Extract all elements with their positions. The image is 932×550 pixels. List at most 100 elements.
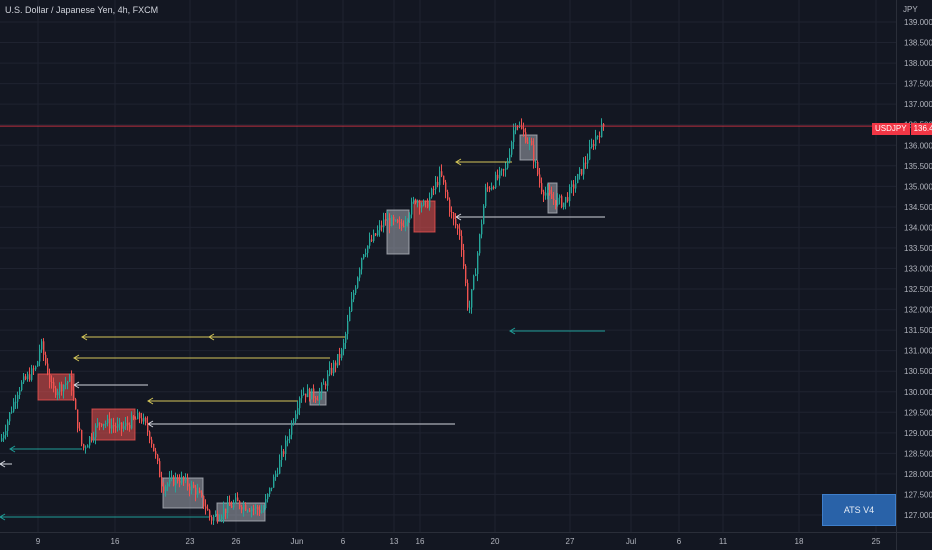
candle-body: [289, 434, 291, 440]
candle-body: [169, 478, 171, 484]
candle-body: [111, 425, 113, 429]
candle-body: [335, 362, 337, 366]
time-axis-label: 23: [186, 537, 195, 546]
candle-body: [563, 202, 565, 208]
candle-body: [491, 187, 493, 190]
last-price-badge: USDJPY 136.466: [872, 123, 932, 135]
candle-body: [19, 390, 21, 395]
candle-body: [455, 219, 457, 226]
candle-body: [453, 213, 455, 220]
candle-body: [323, 383, 325, 385]
candle-body: [57, 391, 59, 396]
candle-body: [389, 217, 391, 227]
candle-body: [71, 375, 73, 391]
candle-body: [237, 497, 239, 502]
candle-body: [149, 431, 151, 440]
candle-body: [381, 225, 383, 228]
candle-body: [489, 187, 491, 190]
candle-body: [219, 518, 221, 521]
candle-body: [405, 222, 407, 227]
candle-body: [415, 199, 417, 203]
candle-body: [221, 516, 223, 519]
candle-body: [59, 384, 61, 392]
candle-body: [227, 502, 229, 514]
candle-body: [125, 422, 127, 427]
candle-body: [423, 200, 425, 206]
candle-body: [403, 225, 405, 227]
candle-body: [437, 181, 439, 186]
candle-body: [547, 189, 549, 193]
candle-body: [79, 428, 81, 431]
candle-body: [469, 307, 471, 309]
candle-body: [417, 201, 419, 203]
price-axis-label: 138.500: [904, 39, 932, 48]
candle-body: [533, 145, 535, 163]
candle-body: [107, 418, 109, 424]
candle-body: [329, 367, 331, 375]
candle-body: [549, 189, 551, 194]
candle-body: [429, 197, 431, 208]
candle-body: [213, 516, 215, 521]
candle-body: [539, 174, 541, 184]
candle-body: [113, 425, 115, 427]
candle-body: [373, 233, 375, 241]
candle-body: [119, 422, 121, 425]
candle-body: [353, 293, 355, 300]
candle-body: [581, 168, 583, 175]
candle-body: [361, 258, 363, 270]
candle-body: [557, 197, 559, 206]
candle-body: [275, 473, 277, 477]
time-axis-label: Jul: [626, 537, 636, 546]
candle-body: [133, 416, 135, 419]
candle-body: [387, 217, 389, 221]
candle-body: [287, 439, 289, 441]
price-axis-label: 135.000: [904, 182, 932, 191]
candle-body: [597, 135, 599, 137]
candle-body: [485, 187, 487, 207]
candle-body: [377, 230, 379, 236]
price-axis-label: 128.500: [904, 449, 932, 458]
candle-body: [269, 487, 271, 494]
candle-body: [167, 483, 169, 487]
candle-body: [233, 502, 235, 508]
candle-body: [565, 197, 567, 203]
candle-body: [147, 422, 149, 432]
candle-body: [529, 140, 531, 144]
candle-body: [477, 253, 479, 275]
candle-body: [309, 389, 311, 400]
candle-body: [331, 367, 333, 374]
candle-body: [339, 354, 341, 358]
level-arrow: [455, 158, 462, 166]
ats-indicator-badge[interactable]: ATS V4: [822, 494, 896, 526]
candle-body: [365, 253, 367, 255]
candle-body: [87, 445, 89, 448]
time-axis-label: 13: [390, 537, 399, 546]
candle-body: [121, 422, 123, 429]
price-axis-label: 128.000: [904, 470, 932, 479]
time-axis-label: 26: [232, 537, 241, 546]
candle-body: [13, 401, 15, 412]
candle-body: [145, 417, 147, 423]
candle-body: [283, 451, 285, 454]
candle-body: [317, 399, 319, 401]
candle-body: [35, 366, 37, 370]
candle-body: [397, 219, 399, 223]
candle-body: [497, 174, 499, 179]
candle-body: [451, 212, 453, 214]
candle-body: [155, 451, 157, 455]
candle-body: [191, 484, 193, 491]
last-price-value: 136.466: [910, 123, 932, 135]
level-arrow: [509, 327, 516, 335]
candle-body: [349, 311, 351, 322]
candle-body: [175, 476, 177, 486]
candle-body: [31, 368, 33, 380]
candle-body: [355, 287, 357, 294]
candle-body: [115, 426, 117, 428]
candle-body: [277, 473, 279, 475]
candle-body: [367, 245, 369, 254]
level-arrow: [208, 333, 215, 341]
candle-body: [117, 424, 119, 428]
candle-body: [285, 440, 287, 454]
